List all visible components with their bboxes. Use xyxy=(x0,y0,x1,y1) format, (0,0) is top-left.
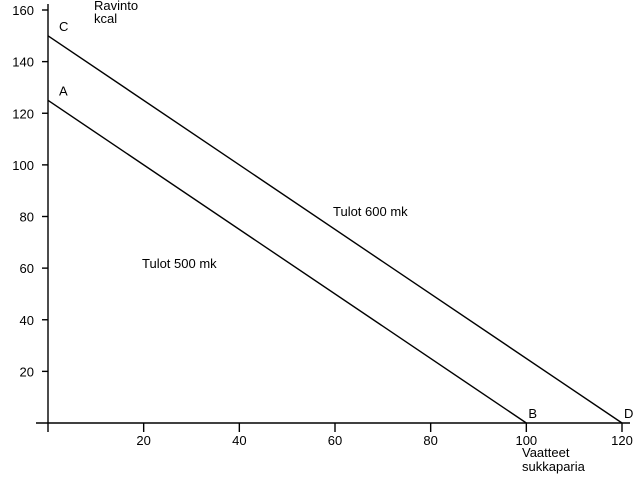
y-axis-title: Ravinto xyxy=(94,0,138,13)
series-label: Tulot 500 mk xyxy=(142,256,217,271)
x-tick-label: 20 xyxy=(136,433,150,448)
y-tick-label: 120 xyxy=(12,106,34,121)
y-axis-title: kcal xyxy=(94,11,117,26)
x-tick-label: 100 xyxy=(515,433,537,448)
point-label-c: C xyxy=(59,19,68,34)
y-tick-label: 60 xyxy=(20,261,34,276)
x-tick-label: 60 xyxy=(328,433,342,448)
point-label-a: A xyxy=(59,83,68,98)
y-tick-label: 100 xyxy=(12,158,34,173)
point-label-d: D xyxy=(624,406,633,421)
y-tick-label: 160 xyxy=(12,3,34,18)
y-tick-label: 140 xyxy=(12,55,34,70)
budget-line-2 xyxy=(47,35,623,424)
y-tick-label: 80 xyxy=(20,210,34,225)
x-tick-label: 120 xyxy=(611,433,633,448)
series-label: Tulot 600 mk xyxy=(333,204,408,219)
x-axis-title: Vaatteet xyxy=(522,445,570,460)
y-tick-label: 20 xyxy=(20,364,34,379)
x-tick-label: 80 xyxy=(423,433,437,448)
point-label-b: B xyxy=(528,406,537,421)
x-tick-label: 40 xyxy=(232,433,246,448)
budget-line-1 xyxy=(47,99,527,424)
x-axis-title: sukkaparia xyxy=(522,459,586,474)
y-tick-label: 40 xyxy=(20,313,34,328)
